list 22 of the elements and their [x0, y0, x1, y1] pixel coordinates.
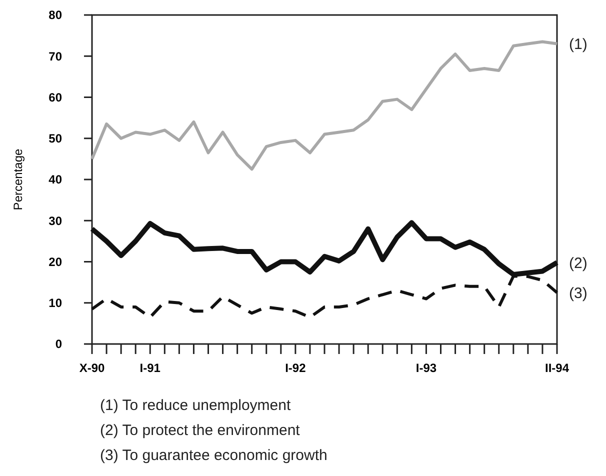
- y-tick-label: 60: [48, 90, 62, 104]
- text: (2) To protect the environment: [100, 422, 301, 439]
- y-tick-label: 40: [48, 172, 62, 187]
- y-tick-label: 10: [48, 296, 62, 310]
- series-label: (1): [569, 36, 588, 54]
- y-tick-label: 50: [48, 132, 62, 146]
- x-tick-label: I-93: [416, 361, 437, 375]
- series-label: (2): [569, 254, 588, 272]
- y-tick-label: 30: [48, 214, 62, 228]
- text: (1) To reduce unemployment: [100, 397, 292, 414]
- text: (3) To guarantee economic growth: [100, 447, 328, 464]
- y-tick-label: 20: [48, 254, 62, 269]
- x-tick-label: I-91: [140, 361, 161, 375]
- series-label: (3): [569, 284, 588, 302]
- line-series: [90, 40, 558, 171]
- y-tick-label: 70: [48, 49, 62, 64]
- x-tick-label: X-90: [79, 361, 105, 375]
- x-tick-label: I-92: [285, 361, 306, 375]
- y-tick-label: 80: [48, 8, 62, 22]
- y-axis-title: Percentage: [11, 148, 25, 210]
- y-tick-label: 0: [55, 337, 62, 352]
- x-tick-label: II-94: [544, 361, 570, 375]
